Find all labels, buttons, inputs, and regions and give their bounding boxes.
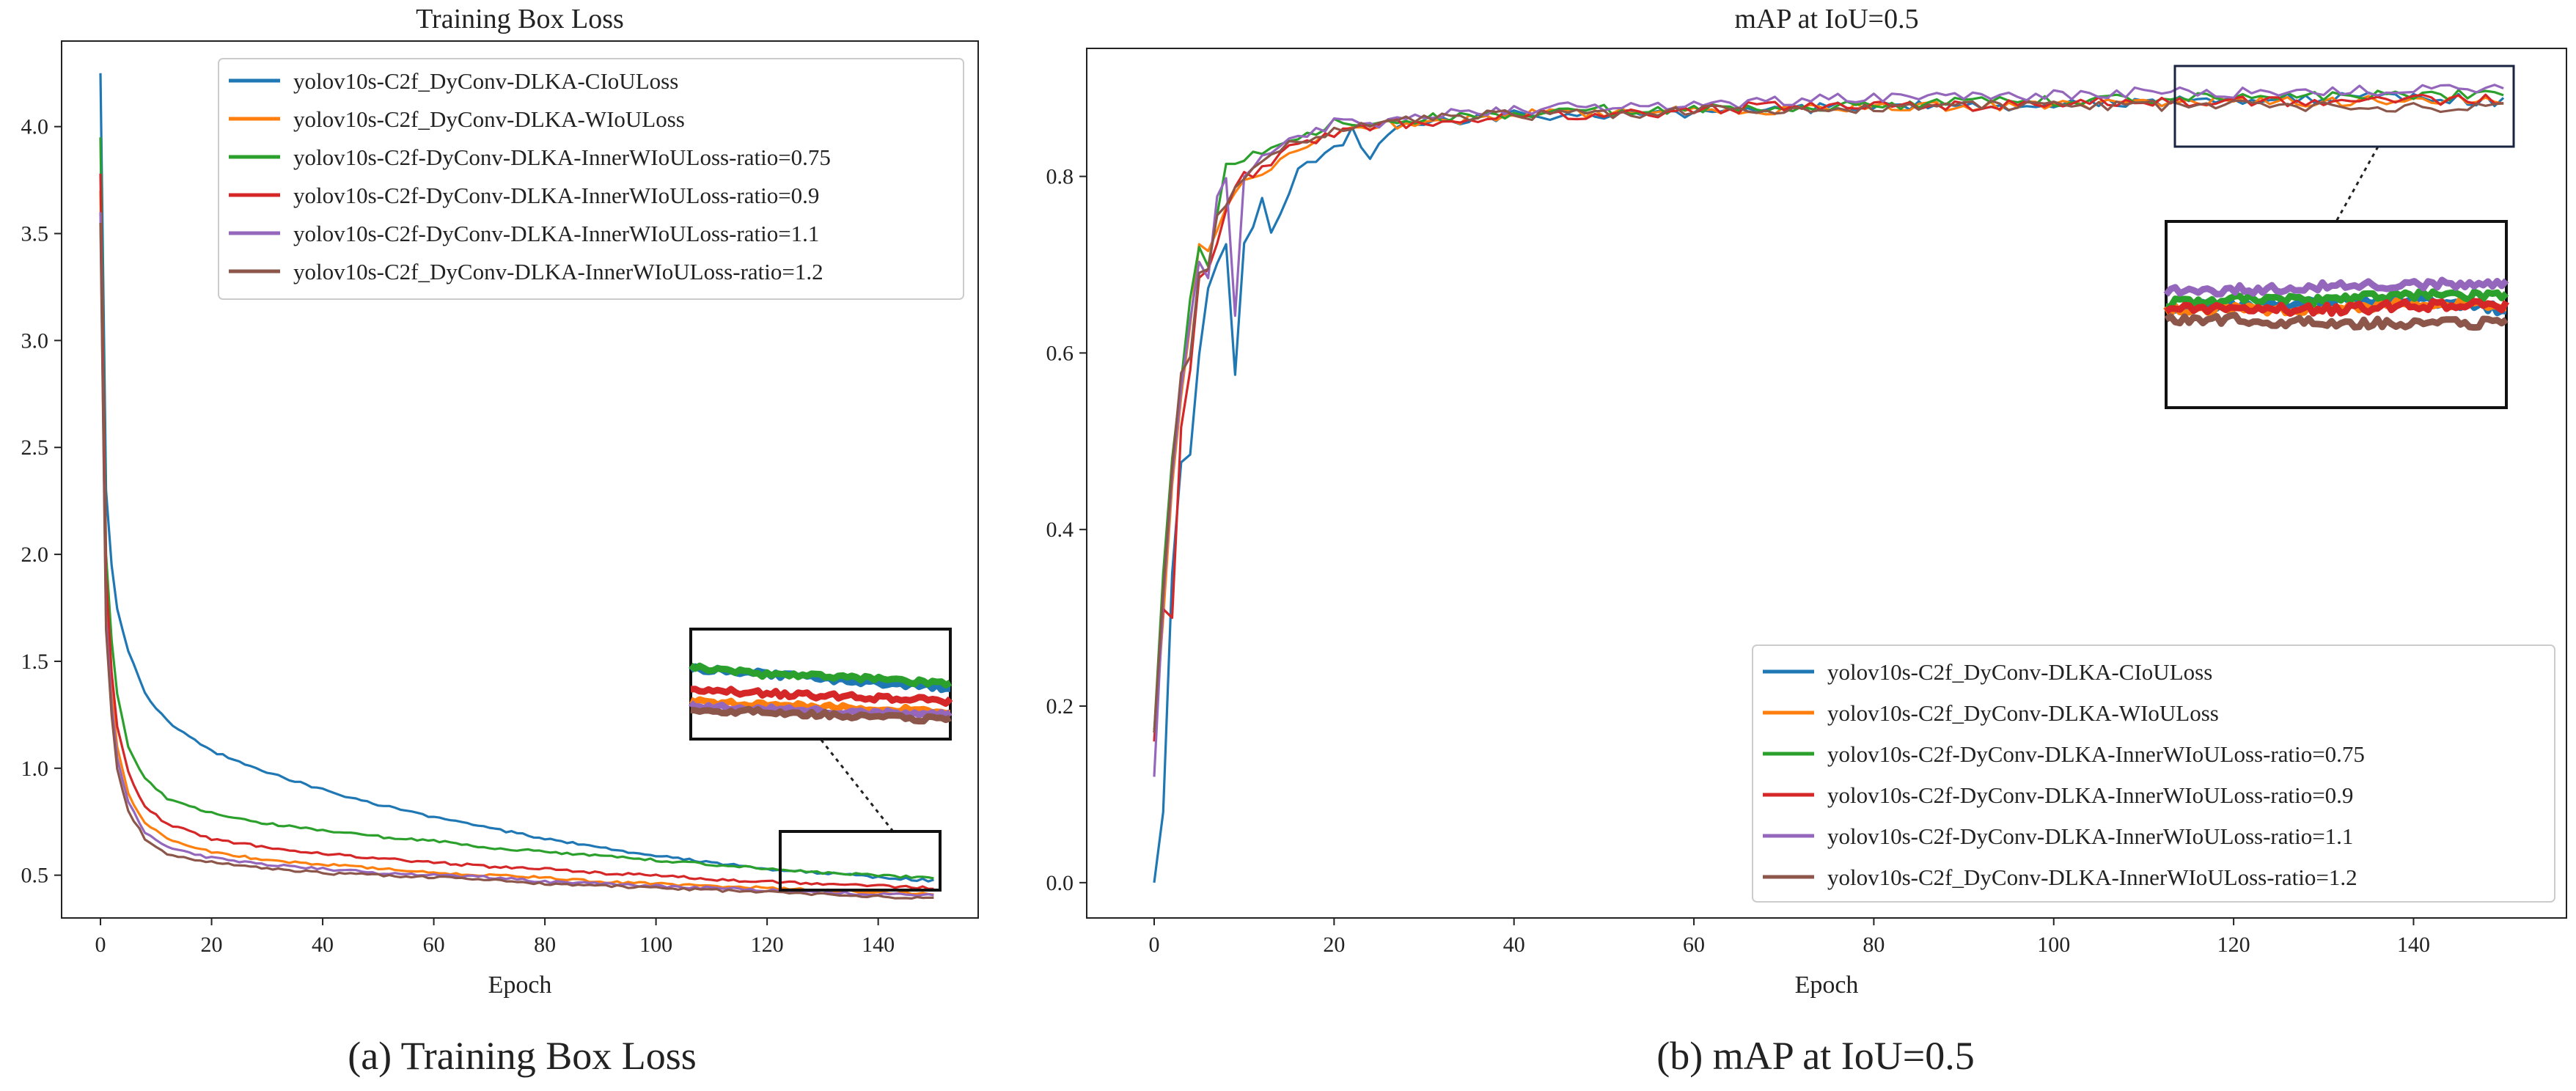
y-axis-ticks: 0.0 0.2 0.4 0.6 0.8 [1046, 165, 1087, 895]
x-tick-label: 120 [751, 933, 784, 957]
inset-zoom-lines [689, 662, 953, 725]
legend-label: yolov10s-C2f-DyConv-DLKA-InnerWIoULoss-r… [1827, 741, 2365, 767]
x-tick-label: 80 [534, 933, 556, 957]
legend-box [218, 58, 964, 300]
legend-label: yolov10s-C2f_DyConv-DLKA-InnerWIoULoss-r… [1827, 864, 2357, 890]
plot-frame [1086, 48, 2567, 919]
legend-label: yolov10s-C2f-DyConv-DLKA-InnerWIoULoss-r… [293, 221, 819, 246]
x-tick-label: 40 [1503, 933, 1525, 957]
caption-right: (b) mAP at IoU=0.5 [1656, 1034, 1974, 1078]
x-tick-label: 0 [95, 933, 106, 957]
legend-label: yolov10s-C2f_DyConv-DLKA-CIoULoss [1827, 659, 2212, 685]
map-at-iou-chart: mAP at IoU=0.5 Epoch 0 20 40 60 80 100 120 140 … [1046, 4, 2567, 999]
legend-label: yolov10s-C2f_DyConv-DLKA-InnerWIoULoss-r… [293, 259, 823, 284]
x-tick-label: 20 [1323, 933, 1345, 957]
legend-label: yolov10s-C2f-DyConv-DLKA-InnerWIoULoss-r… [293, 144, 831, 170]
y-tick-label: 0.0 [1046, 871, 1074, 895]
caption-left: (a) Training Box Loss [348, 1034, 697, 1078]
zoom-region-box [2173, 65, 2515, 148]
y-tick-label: 2.5 [21, 436, 49, 460]
x-tick-label: 20 [201, 933, 223, 957]
chart-title: Training Box Loss [416, 4, 624, 34]
legend-label: yolov10s-C2f_DyConv-DLKA-CIoULoss [293, 68, 678, 94]
legend-box [1752, 644, 2555, 903]
inset-line-3 [689, 662, 953, 688]
x-tick-label: 140 [862, 933, 895, 957]
y-tick-label: 0.4 [1046, 518, 1074, 542]
training-box-loss-chart: Training Box Loss Epoch 0 20 40 60 80 100 120 1… [21, 4, 979, 999]
x-tick-label: 100 [639, 933, 672, 957]
series-line-4 [1153, 93, 2504, 742]
y-tick-label: 1.5 [21, 650, 49, 674]
x-axis-label: Epoch [488, 971, 552, 999]
y-tick-label: 0.5 [21, 864, 49, 888]
legend: yolov10s-C2f_DyConv-DLKA-CIoULoss yolov10… [218, 58, 964, 300]
series-line-3 [99, 137, 934, 880]
y-tick-label: 3.5 [21, 222, 49, 246]
series-lines [1153, 84, 2505, 884]
legend-label: yolov10s-C2f-DyConv-DLKA-InnerWIoULoss-r… [1827, 782, 2353, 808]
series-line-6 [99, 222, 934, 900]
x-tick-label: 140 [2397, 933, 2430, 957]
y-tick-label: 0.8 [1046, 165, 1074, 189]
y-tick-label: 4.0 [21, 115, 49, 139]
inset-connector-line [819, 738, 895, 832]
series-line-5 [1153, 84, 2504, 777]
legend-label: yolov10s-C2f-DyConv-DLKA-InnerWIoULoss-r… [1827, 823, 2353, 849]
x-tick-label: 40 [312, 933, 334, 957]
series-line-3 [1153, 89, 2504, 733]
series-line-5 [99, 212, 934, 897]
x-axis-ticks: 0 20 40 60 80 100 120 140 [1149, 918, 2430, 957]
series-lines [99, 73, 934, 900]
inset-box [2165, 220, 2508, 409]
inset-line-6 [2164, 312, 2509, 331]
legend-label: yolov10s-C2f_DyConv-DLKA-WIoULoss [293, 106, 685, 132]
y-tick-label: 2.0 [21, 543, 49, 567]
x-tick-label: 80 [1863, 933, 1885, 957]
x-tick-label: 60 [423, 933, 445, 957]
zoom-region-box [779, 830, 942, 892]
x-axis-ticks: 0 20 40 60 80 100 120 140 [95, 918, 895, 957]
inset-line-5 [2163, 276, 2509, 298]
inset-zoom-lines [2163, 276, 2509, 331]
inset-line-4 [690, 686, 953, 707]
y-tick-label: 3.0 [21, 328, 49, 353]
inset-line-6 [690, 705, 952, 725]
series-line-6 [1153, 99, 2504, 733]
inset-connector-line [2335, 146, 2379, 222]
legend: yolov10s-C2f_DyConv-DLKA-CIoULoss yolov10… [1752, 644, 2555, 903]
y-tick-label: 0.6 [1046, 341, 1074, 365]
x-tick-label: 120 [2217, 933, 2250, 957]
x-tick-label: 100 [2037, 933, 2070, 957]
inset-line-3 [2166, 288, 2509, 310]
y-tick-label: 0.2 [1046, 694, 1074, 719]
chart-title: mAP at IoU=0.5 [1734, 4, 1918, 34]
series-line-4 [99, 173, 934, 890]
y-axis-ticks: 0.5 1.0 1.5 2.0 2.5 3.0 3.5 4.0 [21, 115, 62, 888]
x-tick-label: 0 [1149, 933, 1160, 957]
legend-label: yolov10s-C2f_DyConv-DLKA-WIoULoss [1827, 700, 2219, 726]
x-tick-label: 60 [1683, 933, 1705, 957]
x-axis-label: Epoch [1795, 971, 1859, 999]
legend-label: yolov10s-C2f-DyConv-DLKA-InnerWIoULoss-r… [293, 183, 819, 208]
y-tick-label: 1.0 [21, 757, 49, 781]
plot-frame [61, 40, 979, 919]
inset-line-4 [2164, 298, 2509, 317]
